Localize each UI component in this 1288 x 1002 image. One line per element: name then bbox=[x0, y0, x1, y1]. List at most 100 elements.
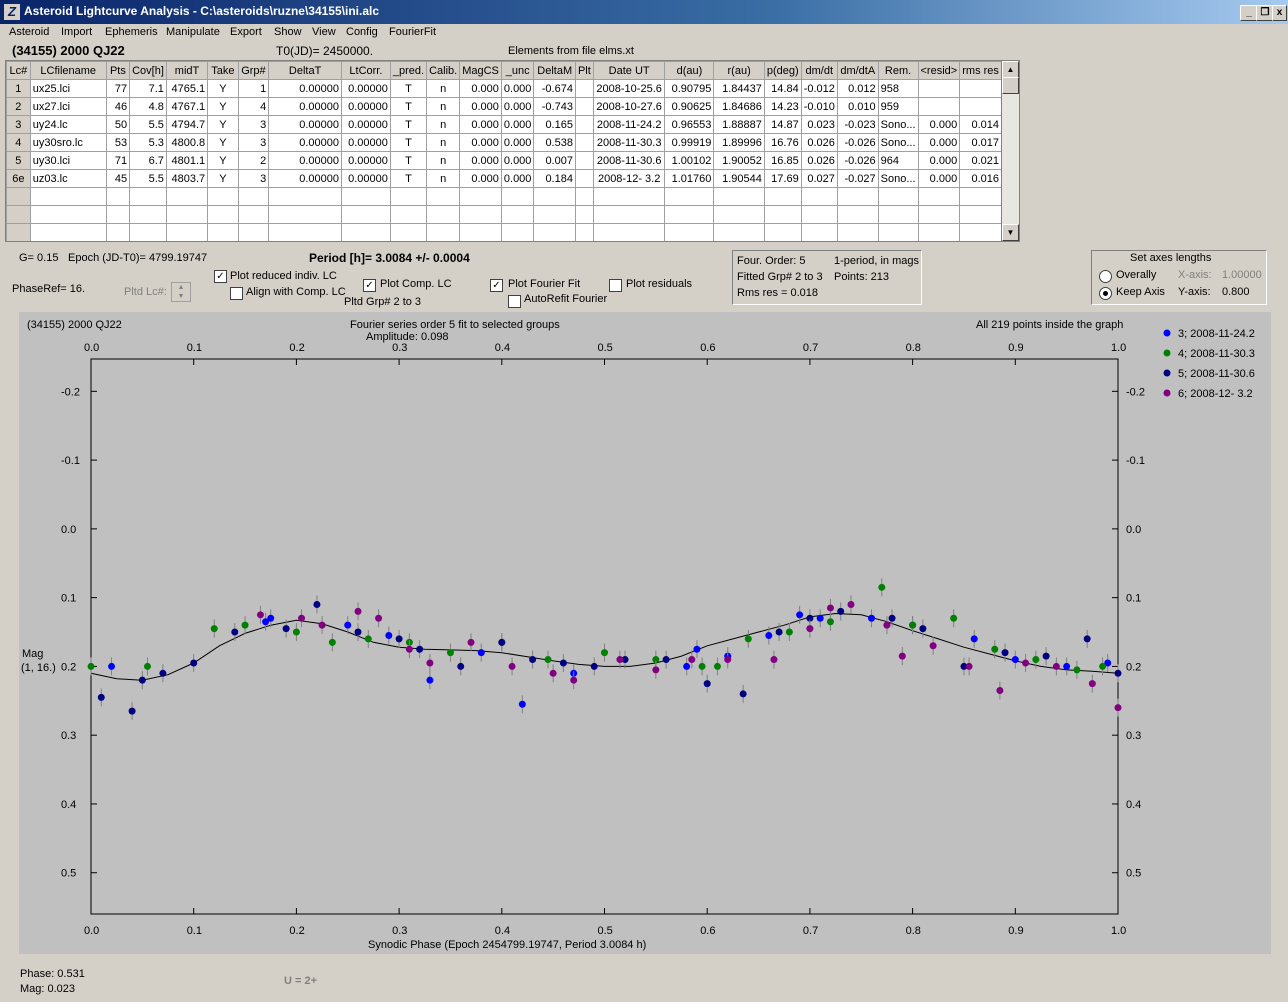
table-cell[interactable] bbox=[426, 187, 461, 206]
table-cell[interactable] bbox=[574, 133, 594, 152]
table-cell[interactable]: ux25.lci bbox=[29, 79, 107, 98]
table-cell[interactable] bbox=[877, 223, 919, 241]
table-cell[interactable]: 0.000 bbox=[459, 169, 502, 188]
table-cell[interactable]: 0.00000 bbox=[268, 97, 342, 116]
table-cell[interactable]: 2008-10-27.6 bbox=[592, 97, 666, 116]
table-cell[interactable] bbox=[836, 205, 879, 224]
table-cell[interactable] bbox=[459, 205, 502, 224]
table-cell[interactable]: 5.3 bbox=[129, 133, 167, 152]
table-cell[interactable] bbox=[533, 205, 576, 224]
table-cell[interactable]: 0.010 bbox=[836, 97, 879, 116]
table-cell[interactable]: 0.00000 bbox=[268, 133, 342, 152]
table-cell[interactable] bbox=[129, 205, 167, 224]
table-cell[interactable] bbox=[917, 79, 961, 98]
table-cell[interactable]: 0.000 bbox=[917, 169, 961, 188]
table-cell[interactable]: 1.84686 bbox=[713, 97, 765, 116]
table-cell[interactable]: 14.84 bbox=[763, 79, 802, 98]
table-cell[interactable] bbox=[105, 205, 131, 224]
table-cell[interactable] bbox=[959, 97, 1002, 116]
column-header[interactable]: Date UT bbox=[592, 61, 666, 80]
table-cell[interactable]: Y bbox=[207, 169, 239, 188]
table-cell[interactable]: T bbox=[389, 133, 428, 152]
table-cell[interactable] bbox=[268, 187, 342, 206]
table-cell[interactable]: 0.00000 bbox=[268, 151, 342, 170]
plot-reduced-checkbox[interactable]: ✓ bbox=[214, 270, 227, 283]
table-cell[interactable]: 959 bbox=[877, 97, 919, 116]
table-cell[interactable]: 0.00000 bbox=[340, 79, 391, 98]
table-cell[interactable]: -0.026 bbox=[836, 133, 879, 152]
table-cell[interactable]: 53 bbox=[105, 133, 131, 152]
table-cell[interactable]: 0.000 bbox=[500, 169, 535, 188]
table-cell[interactable] bbox=[165, 205, 209, 224]
column-header[interactable]: DeltaT bbox=[268, 61, 342, 80]
table-cell[interactable]: 0.184 bbox=[533, 169, 576, 188]
table-cell[interactable]: 3 bbox=[237, 169, 270, 188]
menu-ephemeris[interactable]: Ephemeris bbox=[105, 26, 158, 38]
column-header[interactable]: Pts bbox=[105, 61, 131, 80]
column-header[interactable]: DeltaM bbox=[533, 61, 576, 80]
close-icon[interactable]: x bbox=[1272, 5, 1287, 21]
row-number[interactable] bbox=[6, 187, 31, 206]
table-cell[interactable] bbox=[268, 223, 342, 241]
table-cell[interactable]: 7.1 bbox=[129, 79, 167, 98]
table-cell[interactable] bbox=[664, 223, 715, 241]
table-cell[interactable]: 0.026 bbox=[800, 133, 838, 152]
table-cell[interactable]: uy24.lc bbox=[29, 115, 107, 134]
table-cell[interactable]: 2008-11-30.3 bbox=[592, 133, 666, 152]
table-cell[interactable]: Y bbox=[207, 115, 239, 134]
column-header[interactable]: _pred. bbox=[389, 61, 428, 80]
table-cell[interactable]: 14.23 bbox=[763, 97, 802, 116]
table-cell[interactable]: 0.96553 bbox=[664, 115, 715, 134]
table-cell[interactable]: 0.000 bbox=[917, 151, 961, 170]
table-cell[interactable]: 16.85 bbox=[763, 151, 802, 170]
table-cell[interactable] bbox=[207, 223, 239, 241]
table-cell[interactable]: n bbox=[426, 115, 461, 134]
menu-config[interactable]: Config bbox=[346, 26, 378, 38]
table-cell[interactable]: 77 bbox=[105, 79, 131, 98]
table-cell[interactable] bbox=[340, 223, 391, 241]
table-cell[interactable] bbox=[836, 223, 879, 241]
row-number[interactable]: 4 bbox=[6, 133, 31, 152]
table-cell[interactable] bbox=[959, 79, 1002, 98]
table-cell[interactable]: -0.010 bbox=[800, 97, 838, 116]
table-cell[interactable]: 45 bbox=[105, 169, 131, 188]
table-cell[interactable] bbox=[917, 205, 961, 224]
table-cell[interactable] bbox=[459, 187, 502, 206]
table-cell[interactable] bbox=[574, 223, 594, 241]
table-cell[interactable]: -0.027 bbox=[836, 169, 879, 188]
table-cell[interactable]: Y bbox=[207, 79, 239, 98]
table-cell[interactable]: 3 bbox=[237, 115, 270, 134]
table-cell[interactable]: 0.00000 bbox=[340, 97, 391, 116]
column-header[interactable]: Rem. bbox=[877, 61, 919, 80]
table-cell[interactable] bbox=[389, 205, 428, 224]
table-cell[interactable]: 1.89996 bbox=[713, 133, 765, 152]
menu-export[interactable]: Export bbox=[230, 26, 262, 38]
table-cell[interactable]: Y bbox=[207, 151, 239, 170]
menu-show[interactable]: Show bbox=[274, 26, 302, 38]
table-cell[interactable]: 1.90052 bbox=[713, 151, 765, 170]
table-cell[interactable] bbox=[268, 205, 342, 224]
table-cell[interactable]: 4800.8 bbox=[165, 133, 209, 152]
table-cell[interactable]: 2008-12- 3.2 bbox=[592, 169, 666, 188]
table-cell[interactable] bbox=[574, 115, 594, 134]
row-number[interactable]: 6e bbox=[6, 169, 31, 188]
table-cell[interactable] bbox=[500, 205, 535, 224]
table-cell[interactable]: T bbox=[389, 97, 428, 116]
table-cell[interactable]: 0.000 bbox=[500, 133, 535, 152]
table-cell[interactable]: ux27.lci bbox=[29, 97, 107, 116]
table-cell[interactable] bbox=[959, 223, 1002, 241]
table-cell[interactable]: 0.000 bbox=[500, 97, 535, 116]
table-cell[interactable] bbox=[207, 205, 239, 224]
table-cell[interactable] bbox=[713, 205, 765, 224]
table-cell[interactable] bbox=[763, 205, 802, 224]
table-cell[interactable]: -0.026 bbox=[836, 151, 879, 170]
table-cell[interactable] bbox=[763, 223, 802, 241]
table-cell[interactable]: Y bbox=[207, 133, 239, 152]
table-cell[interactable]: 4801.1 bbox=[165, 151, 209, 170]
table-cell[interactable]: 0.027 bbox=[800, 169, 838, 188]
table-cell[interactable] bbox=[917, 187, 961, 206]
table-cell[interactable]: 0.000 bbox=[459, 97, 502, 116]
table-cell[interactable]: n bbox=[426, 133, 461, 152]
